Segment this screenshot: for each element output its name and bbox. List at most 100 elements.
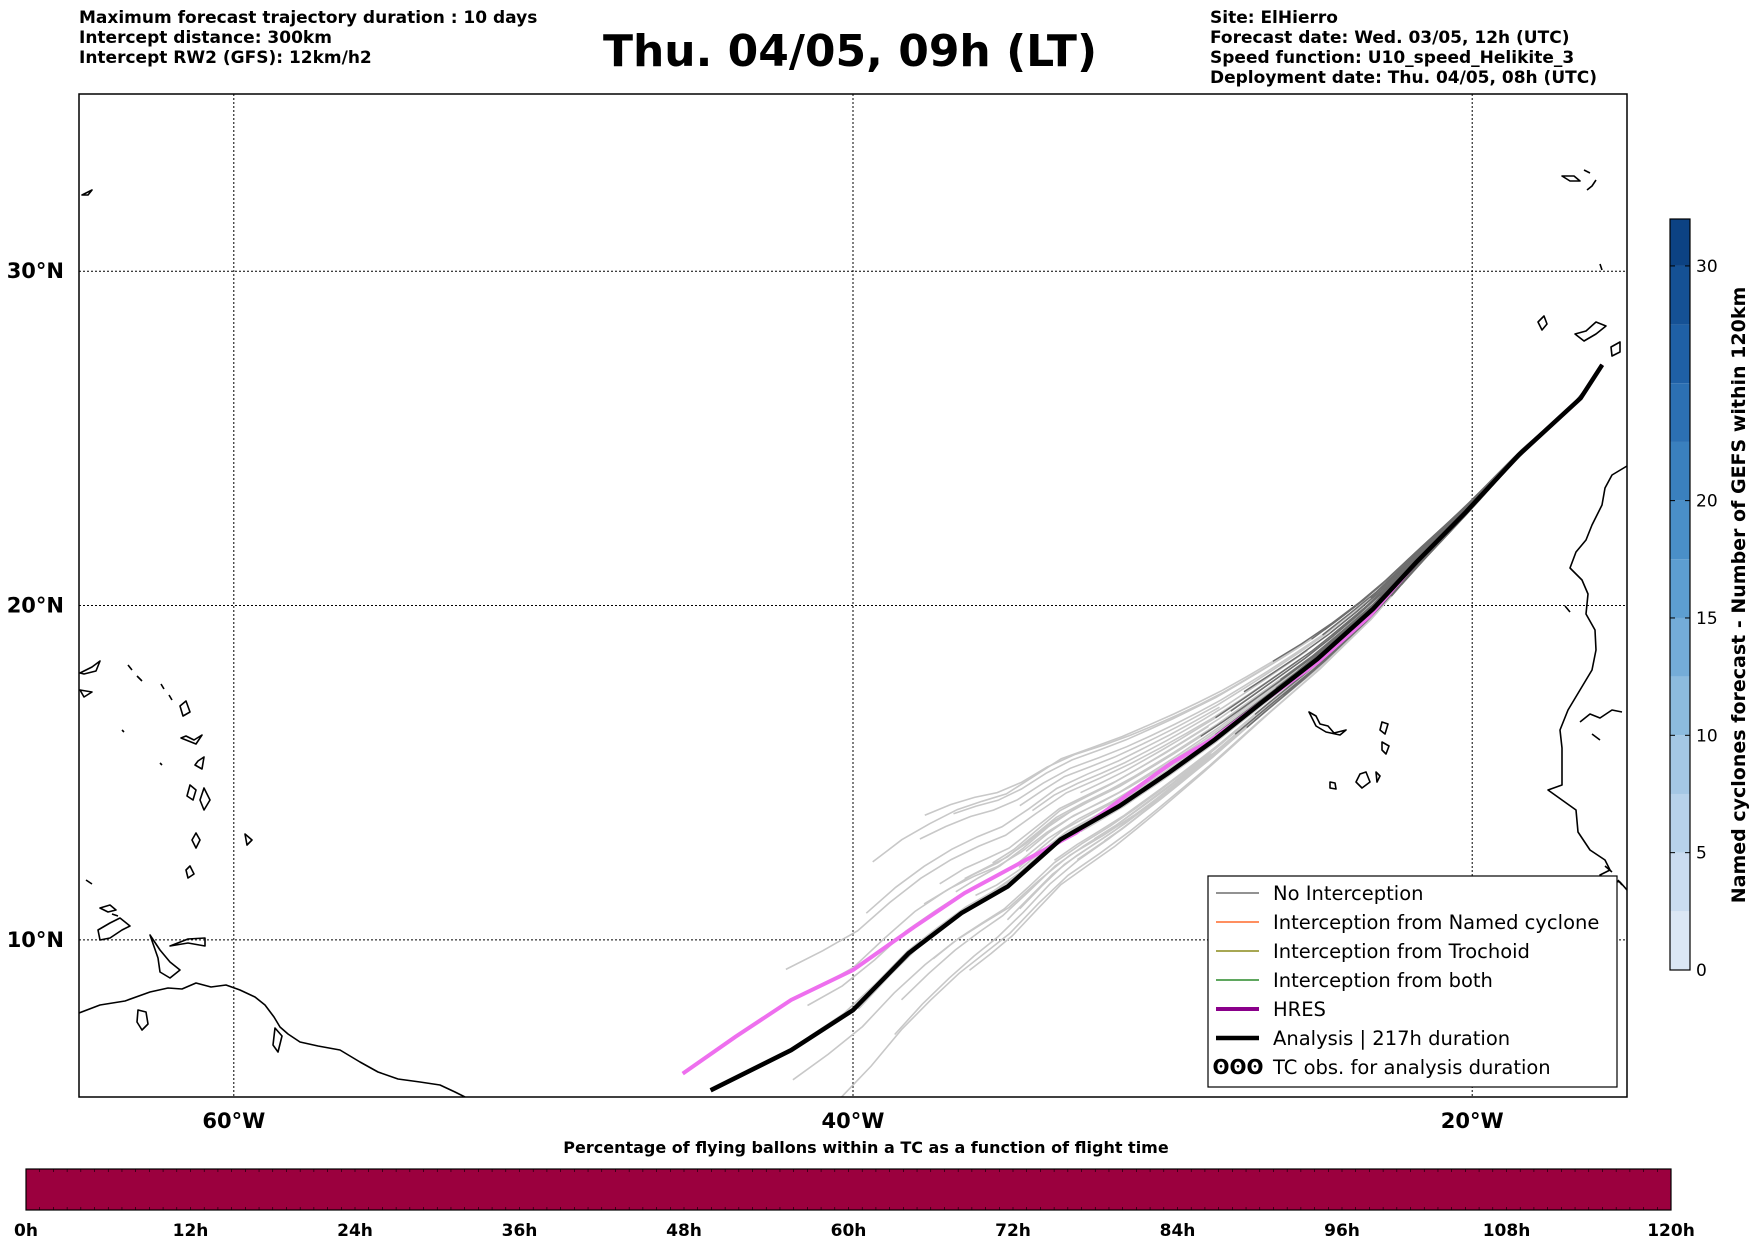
coastline-south-america	[79, 982, 466, 1097]
legend-box	[1207, 875, 1618, 1088]
colorbar-band	[1670, 324, 1690, 384]
coastline-islet-top	[81, 189, 93, 196]
colorbar-tick-label: 5	[1696, 844, 1707, 864]
lon-tick-label: 40°W	[822, 1109, 885, 1133]
flight-time-colorbar-title: Percentage of flying ballons within a TC…	[563, 1138, 1169, 1157]
lat-tick-label: 10°N	[7, 928, 64, 952]
flight-time-tick-label: 60h	[831, 1221, 867, 1241]
ensemble-track	[1324, 364, 1603, 631]
ensemble-track	[939, 725, 1210, 885]
coastline-trinidad	[169, 937, 206, 947]
colorbar-band	[1670, 265, 1690, 325]
legend-label-hres: HRES	[1273, 998, 1326, 1021]
lon-tick-label: 20°W	[1441, 1109, 1504, 1133]
flight-time-colorbar: Percentage of flying ballons within a TC…	[14, 1138, 1695, 1241]
flight-time-tick-label: 24h	[337, 1221, 373, 1241]
flight-time-tick-label: 72h	[995, 1221, 1031, 1241]
ensemble-track	[1080, 665, 1313, 833]
colorbar-band	[1670, 617, 1690, 677]
coastline-west-africa	[1547, 465, 1627, 891]
coastline-paria	[149, 934, 181, 979]
colorbar-band	[1670, 852, 1690, 912]
coastline-canaries	[1537, 315, 1621, 357]
colorbar-tick-label: 15	[1696, 609, 1718, 629]
ensemble-track	[923, 648, 1325, 905]
ensemble-track	[1275, 364, 1603, 689]
lon-tick-label: 60°W	[202, 1109, 265, 1133]
legend-label-trochoid: Interception from Trochoid	[1273, 940, 1530, 963]
ensemble-track	[1326, 364, 1603, 646]
forecast-date-text: Forecast date: Wed. 03/05, 12h (UTC)	[1210, 28, 1570, 48]
ensemble-track	[919, 634, 1323, 840]
coastline-madeira	[1561, 169, 1603, 271]
colorbar-band	[1670, 793, 1690, 853]
flight-time-tick-label: 84h	[1160, 1221, 1196, 1241]
max-duration-text: Maximum forecast trajectory duration : 1…	[79, 8, 538, 28]
legend-label-analysis: Analysis | 217h duration	[1273, 1027, 1510, 1050]
legend-label-both: Interception from both	[1273, 969, 1493, 992]
ensemble-track	[1025, 644, 1328, 853]
cyclone-count-colorbar: 0 5 10 15 20 30 Named cyclones forecast - Num…	[1669, 218, 1750, 981]
ensemble-track	[1322, 364, 1603, 636]
flight-time-tick-label: 108h	[1483, 1221, 1531, 1241]
ensemble-track	[840, 611, 1379, 1097]
ensemble-track	[1080, 717, 1216, 794]
colorbar-band	[1670, 911, 1690, 970]
speed-function-text: Speed function: U10_speed_Helikite_3	[1210, 48, 1575, 68]
map-frame	[78, 93, 1628, 1098]
ensemble-track	[1215, 364, 1603, 719]
flight-time-tick-label: 36h	[502, 1221, 538, 1241]
longitude-labels: 60°W 40°W 20°W	[202, 1109, 1503, 1133]
coastline-caribbean-small	[85, 879, 119, 917]
ensemble-track	[1311, 364, 1603, 640]
coastline-venezuela-north	[97, 917, 131, 941]
flight-time-tick-label: 96h	[1324, 1221, 1360, 1241]
ensemble-track	[1053, 729, 1238, 861]
ensemble-track	[924, 647, 1298, 816]
colorbar-band	[1670, 383, 1690, 442]
flight-time-tick-label: 120h	[1647, 1221, 1695, 1241]
legend-label-tc-obs: TC obs. for analysis duration	[1272, 1056, 1551, 1079]
coastline-island-2	[272, 1027, 283, 1053]
legend-label-no-interception: No Interception	[1273, 882, 1424, 905]
ensemble-track	[1214, 364, 1603, 736]
lat-tick-label: 20°N	[7, 594, 64, 618]
colorbar-tick-label: 0	[1696, 961, 1707, 981]
ensemble-track	[1019, 597, 1372, 807]
ensemble-track	[900, 753, 1213, 1001]
ensemble-track	[1272, 364, 1603, 663]
deployment-date-text: Deployment date: Thu. 04/05, 08h (UTC)	[1210, 68, 1597, 88]
legend-label-named-cyclone: Interception from Named cyclone	[1273, 911, 1599, 934]
ensemble-track	[785, 658, 1301, 971]
ensemble-track	[1031, 649, 1308, 812]
colorbar-tick-label: 10	[1696, 726, 1718, 746]
analysis-track	[709, 363, 1605, 1093]
flight-time-tick-label: 48h	[666, 1221, 702, 1241]
colorbar-tick-label: 30	[1696, 257, 1718, 277]
cyclone-colorbar-frame	[1669, 218, 1691, 971]
coastline-west-africa-detail	[1564, 605, 1623, 886]
colorbar-band	[1670, 500, 1690, 560]
legend: No Interception Interception from Named c…	[1207, 875, 1618, 1088]
colorbar-band	[1670, 559, 1690, 618]
colorbar-band	[1670, 676, 1690, 736]
coastline-island-1	[136, 1009, 149, 1031]
intercept-distance-text: Intercept distance: 300km	[79, 28, 332, 48]
lat-tick-label: 30°N	[7, 259, 64, 283]
colorbar-band	[1670, 219, 1690, 266]
flight-time-tick-label: 0h	[14, 1221, 38, 1241]
coastlines	[79, 169, 1627, 1097]
forecast-metadata: Site: ElHierro Forecast date: Wed. 03/05…	[1210, 8, 1597, 88]
map-area: 30°N 20°N 10°N 60°W 40°W 20°W	[7, 93, 1628, 1133]
ensemble-track	[964, 735, 1202, 880]
intercept-rw2-text: Intercept RW2 (GFS): 12km/h2	[79, 48, 372, 68]
ensemble-track	[1243, 364, 1603, 693]
latitude-labels: 30°N 20°N 10°N	[7, 259, 64, 952]
colorbar-band	[1670, 735, 1690, 794]
ensemble-tracks-dark	[1200, 364, 1603, 738]
flight-time-colorbar-fill	[25, 1168, 1672, 1211]
coastline-cape-verde	[1308, 711, 1390, 790]
flight-time-tick-label: 12h	[173, 1221, 209, 1241]
map-title: Thu. 04/05, 09h (LT)	[602, 26, 1098, 77]
